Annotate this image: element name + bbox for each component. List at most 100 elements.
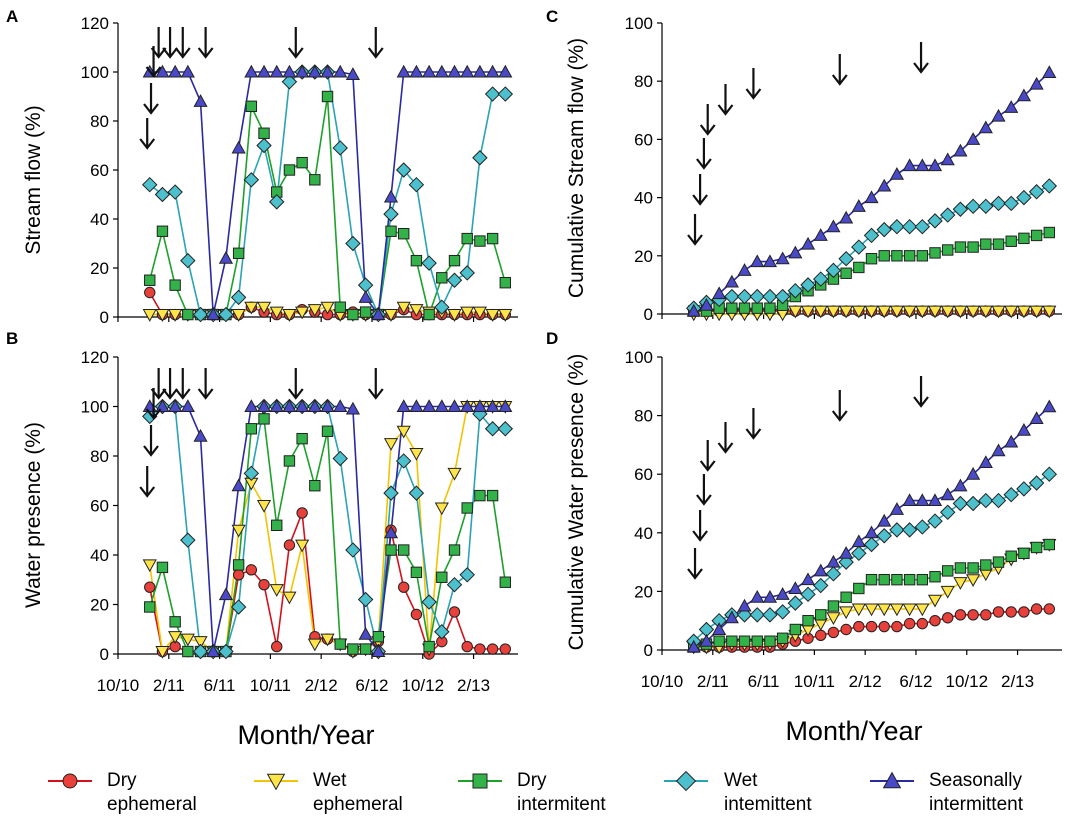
data-point-dry_intermittent [347, 643, 359, 655]
data-point-seasonal [940, 487, 955, 501]
y-tick-label: 40 [634, 189, 653, 208]
data-point-dry_ephemeral [461, 640, 473, 653]
data-point-wet_intermittent [965, 495, 981, 512]
x-tick-label: 2/12 [305, 676, 338, 695]
data-point-seasonal [712, 622, 727, 635]
data-point-dry_intermittent [334, 301, 346, 313]
data-point-wet_intermittent [851, 239, 867, 255]
data-point-seasonal [168, 399, 183, 412]
data-point-wet_ephemeral [877, 305, 892, 319]
data-point-seasonal [864, 525, 879, 539]
data-point-seasonal [813, 563, 828, 577]
data-point-dry_intermittent [916, 250, 929, 262]
event-arrow [197, 27, 214, 59]
data-point-seasonal [371, 644, 386, 658]
data-point-seasonal [180, 64, 195, 78]
event-arrow [692, 510, 708, 542]
data-point-seasonal [826, 219, 841, 233]
data-point-wet_intermittent [787, 282, 804, 299]
data-point-dry_ephemeral [980, 609, 992, 621]
data-point-dry_intermittent [169, 279, 181, 291]
data-point-seasonal [295, 399, 310, 412]
legend-label-line1: Dry [107, 770, 137, 791]
data-point-dry_ephemeral [144, 581, 156, 593]
y-tick-label: 40 [90, 210, 109, 229]
data-point-dry_intermittent [296, 156, 308, 169]
data-point-wet_intermittent [459, 567, 475, 583]
data-point-dry_ephemeral [916, 617, 929, 630]
arrow-head [831, 74, 848, 86]
data-point-wet_intermittent [408, 485, 425, 501]
data-point-wet_ephemeral [966, 305, 981, 319]
arrow-head [687, 234, 703, 246]
data-point-seasonal [256, 399, 272, 412]
data-point-dry_intermittent [359, 643, 372, 655]
data-point-seasonal [737, 598, 752, 612]
data-point-wet_ephemeral [826, 612, 841, 626]
event-arrow [717, 422, 734, 454]
event-arrow [287, 27, 304, 59]
event-arrow [745, 408, 762, 440]
data-point-seasonal [333, 399, 348, 412]
data-point-wet_intermittent [192, 306, 209, 323]
legend-item-seasonally-intermittent: Seasonally intermittent [929, 770, 1024, 815]
data-point-seasonal [282, 399, 297, 412]
data-point-seasonal [851, 534, 866, 548]
data-point-wet_intermittent [851, 545, 867, 562]
event-arrow [692, 174, 708, 206]
data-point-wet_intermittent [497, 421, 514, 437]
data-point-seasonal [269, 399, 284, 412]
event-arrow [913, 376, 929, 408]
data-point-seasonal [1029, 411, 1044, 425]
data-point-dry_ephemeral [891, 620, 903, 633]
data-point-dry_intermittent [827, 600, 840, 612]
data-point-wet_ephemeral [800, 305, 816, 319]
data-point-wet_intermittent [383, 206, 399, 222]
data-point-wet_intermittent [825, 262, 842, 279]
data-point-seasonal [889, 502, 905, 515]
data-point-wet_intermittent [813, 577, 829, 594]
data-point-seasonal [256, 64, 272, 78]
panel-b-ylabel: Water presence (%) [22, 422, 45, 608]
data-point-seasonal [864, 190, 879, 204]
data-point-seasonal [371, 307, 386, 321]
data-point-wet_intermittent [472, 150, 488, 166]
data-point-seasonal [383, 525, 399, 539]
panel-c: C Cumulative Stream flow (%) 0 20 40 60 80 10… [546, 7, 1062, 324]
data-point-seasonal [358, 626, 373, 640]
data-point-dry_ephemeral [865, 620, 878, 633]
data-point-wet_ephemeral [889, 305, 905, 319]
y-tick-label: 120 [81, 14, 109, 33]
data-point-seasonal [750, 254, 765, 268]
data-point-dry_ephemeral [271, 640, 283, 653]
arrow-head [174, 388, 191, 400]
legend-marker-wet_ephemeral [266, 773, 286, 791]
data-point-seasonal [485, 64, 500, 78]
y-tick-label: 0 [100, 308, 109, 327]
data-point-dry_intermittent [182, 645, 194, 658]
data-point-seasonal [953, 478, 968, 492]
data-point-dry_intermittent [448, 254, 461, 267]
panel-d: D Cumulative Water presence (%) 0 20 40 60 8… [546, 329, 1062, 691]
data-point-wet_intermittent [281, 74, 298, 90]
arrow-head [692, 530, 708, 542]
data-point-seasonal [155, 399, 170, 412]
data-point-wet_intermittent [863, 227, 880, 244]
data-point-seasonal [180, 399, 195, 412]
data-point-wet_intermittent [914, 519, 931, 535]
arrow-head [696, 494, 712, 506]
data-point-wet_ephemeral [307, 638, 322, 652]
data-point-dry_intermittent [802, 615, 814, 627]
panel-a-label: A [6, 7, 18, 26]
data-point-dry_intermittent [258, 413, 270, 425]
data-point-seasonal [422, 64, 437, 78]
data-point-dry_intermittent [474, 489, 486, 502]
legend-marker-dry_intermittent [472, 773, 488, 789]
data-point-wet_intermittent [1016, 189, 1032, 206]
event-arrow [174, 368, 191, 400]
data-point-wet_ephemeral [788, 305, 803, 319]
data-point-seasonal [231, 140, 246, 154]
data-point-seasonal [686, 639, 701, 653]
arrow-head [687, 568, 703, 580]
data-point-wet_ephemeral [813, 305, 828, 319]
